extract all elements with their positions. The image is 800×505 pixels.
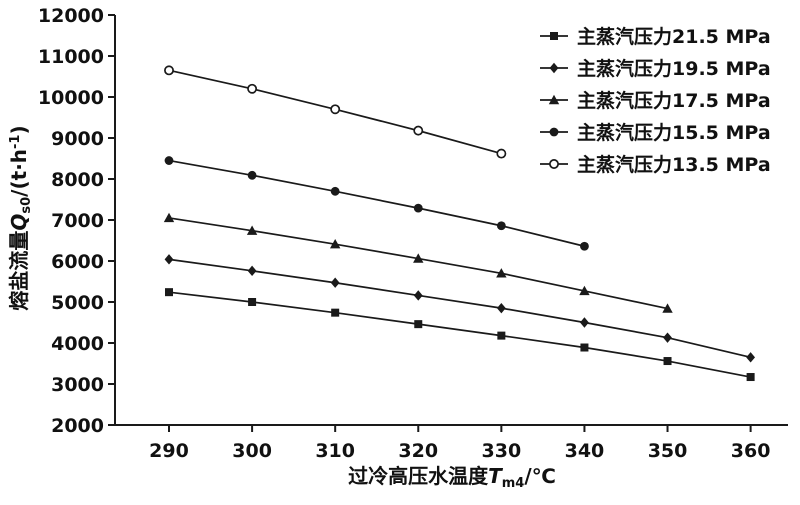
circle-open-marker (330, 104, 341, 115)
legend-label: 主蒸汽压力13.5 MPa (577, 154, 771, 176)
y-tick-label: 9000 (51, 128, 104, 150)
triangle-up-marker (163, 212, 175, 223)
x-axis-title-text: 过冷高压水温度 (348, 464, 489, 488)
diamond-marker (580, 317, 589, 328)
triangle-up-marker (662, 303, 673, 313)
x-tick-label: 350 (648, 440, 688, 462)
x-axis-unit: /℃ (524, 464, 556, 488)
y-axis-unit-close: ) (7, 125, 31, 135)
x-axis-variable: T (488, 464, 502, 488)
triangle-up-marker (246, 225, 258, 235)
diamond-marker (549, 62, 559, 73)
series-line (168, 291, 751, 378)
y-tick-label: 5000 (51, 292, 104, 314)
square-marker (331, 308, 340, 317)
legend-label: 主蒸汽压力17.5 MPa (577, 90, 771, 112)
square-marker (497, 331, 506, 340)
y-axis-variable-subscript: s0 (19, 196, 34, 214)
legend-square-icon (540, 31, 568, 40)
circle-marker (580, 241, 589, 251)
diamond-marker (413, 290, 423, 301)
series-line (168, 258, 751, 359)
triangle-up-marker (413, 253, 424, 263)
circle-open-marker (164, 65, 174, 76)
square-marker (746, 373, 755, 382)
legend-circle-open-icon (540, 158, 568, 169)
x-axis-variable-subscript: m4 (501, 476, 525, 491)
x-tick-label: 340 (565, 440, 605, 462)
legend-item: 主蒸汽压力19.5 MPa (537, 54, 771, 81)
triangle-up-marker (329, 238, 341, 249)
y-tick-label: 4000 (51, 333, 104, 355)
legend-label: 主蒸汽压力19.5 MPa (577, 58, 771, 80)
x-axis-title: 过冷高压水温度Tm4/℃ (348, 466, 556, 490)
circle-marker (496, 221, 506, 231)
square-marker (550, 31, 558, 40)
diamond-marker (247, 265, 257, 277)
legend-label: 主蒸汽压力15.5 MPa (577, 122, 771, 144)
circle-open-marker (413, 125, 424, 136)
triangle-up-marker (579, 285, 590, 296)
triangle-up-marker (496, 268, 507, 278)
y-axis-title: 熔盐流量Qs0/(t·h-1) (7, 125, 34, 311)
x-tick-label: 320 (398, 440, 438, 462)
square-marker (248, 298, 257, 306)
legend-triangle-up-icon (540, 94, 568, 104)
y-tick-label: 2000 (51, 415, 104, 437)
legend-label: 主蒸汽压力21.5 MPa (577, 26, 771, 48)
diamond-marker (164, 254, 174, 265)
y-tick-label: 10000 (38, 87, 104, 109)
square-marker (580, 343, 589, 352)
legend-item: 主蒸汽压力17.5 MPa (537, 86, 771, 113)
y-tick-label: 12000 (38, 5, 104, 27)
circle-marker (330, 186, 340, 196)
x-tick-label: 310 (315, 440, 355, 462)
series-line (168, 159, 585, 248)
square-marker (165, 288, 174, 297)
circle-marker (247, 170, 257, 180)
diamond-marker (330, 277, 340, 288)
diamond-marker (496, 302, 506, 314)
legend: 主蒸汽压力21.5 MPa 主蒸汽压力19.5 MPa 主蒸汽压力17.5 MPa 主… (537, 22, 771, 177)
legend-item: 主蒸汽压力21.5 MPa (537, 22, 771, 49)
circle-marker (164, 156, 174, 165)
y-axis-unit-exponent: -1 (8, 134, 23, 149)
square-marker (414, 320, 423, 329)
circle-open-marker (247, 83, 258, 94)
legend-diamond-icon (540, 62, 568, 73)
y-axis-variable: Q (7, 213, 31, 231)
x-tick-label: 300 (232, 440, 272, 462)
diamond-marker (746, 352, 756, 363)
y-axis-title-text: 熔盐流量 (7, 230, 31, 311)
legend-item: 主蒸汽压力15.5 MPa (537, 118, 771, 145)
circle-marker (413, 203, 423, 213)
y-tick-label: 11000 (38, 46, 104, 68)
y-tick-label: 6000 (51, 251, 104, 273)
diamond-marker (663, 332, 672, 343)
x-tick-label: 360 (731, 440, 771, 462)
x-tick-label: 290 (149, 440, 189, 462)
legend-item: 主蒸汽压力13.5 MPa (537, 150, 771, 177)
x-tick-label: 330 (482, 440, 522, 462)
triangle-up-marker (548, 94, 560, 104)
circle-marker (549, 127, 559, 136)
y-tick-label: 8000 (51, 169, 104, 191)
circle-open-marker (549, 158, 559, 169)
square-marker (663, 357, 672, 366)
y-tick-label: 7000 (51, 210, 104, 232)
y-axis-unit-open: /(t·h (7, 148, 31, 197)
legend-circle-icon (540, 127, 568, 136)
y-tick-label: 3000 (51, 374, 104, 396)
circle-open-marker (496, 148, 507, 159)
